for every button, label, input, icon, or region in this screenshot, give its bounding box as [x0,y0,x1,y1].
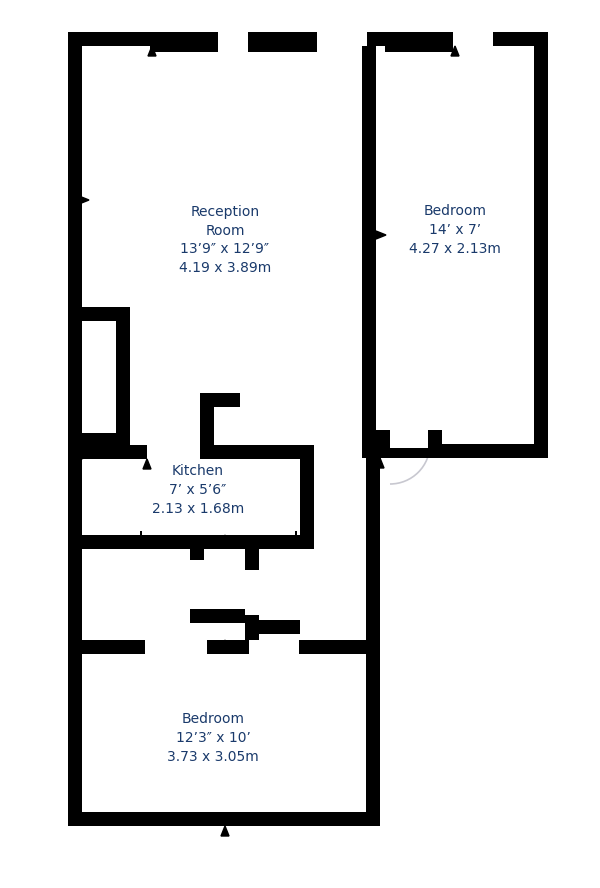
Bar [248,32,317,52]
Bar [317,32,367,46]
Bar [145,640,207,654]
Bar [82,535,314,549]
Bar [362,32,548,458]
Bar [68,32,380,826]
Bar [245,535,300,549]
Bar [385,32,453,52]
Bar [245,535,259,640]
Bar [190,609,245,623]
Bar [200,445,300,459]
Text: Kitchen
7’ x 5’6″
2.13 x 1.68m: Kitchen 7’ x 5’6″ 2.13 x 1.68m [152,464,244,516]
Bar [390,430,428,448]
Polygon shape [79,196,89,204]
Text: Bedroom
14’ x 7’
4.27 x 2.13m: Bedroom 14’ x 7’ 4.27 x 2.13m [409,204,501,256]
Bar [200,393,214,445]
Bar [366,46,376,444]
Bar [190,535,204,610]
Bar [295,531,297,539]
Polygon shape [221,535,229,545]
Polygon shape [221,640,229,650]
Bar [218,32,248,46]
Bar [190,560,204,610]
Text: Reception
Room
13’9″ x 12’9″
4.19 x 3.89m: Reception Room 13’9″ x 12’9″ 4.19 x 3.89… [179,204,271,275]
Polygon shape [79,452,89,460]
Text: Bedroom
12’3″ x 10’
3.73 x 3.05m: Bedroom 12’3″ x 10’ 3.73 x 3.05m [167,712,259,764]
Circle shape [123,708,187,772]
Bar [150,32,218,52]
Bar [376,430,390,448]
Circle shape [155,745,205,795]
Bar [190,535,245,549]
Bar [82,46,366,812]
Polygon shape [376,458,384,468]
Bar [245,620,300,634]
Bar [79,200,85,202]
Bar [200,393,240,407]
Polygon shape [221,826,229,836]
Polygon shape [148,46,156,56]
Bar [376,46,534,444]
Polygon shape [451,46,459,56]
Circle shape [313,328,357,372]
Bar [245,570,259,615]
Polygon shape [143,459,151,469]
Bar [82,445,147,459]
Bar [79,456,85,458]
Bar [459,450,461,458]
Polygon shape [376,231,386,239]
Bar [300,445,314,535]
Bar [453,32,493,46]
Bar [249,640,299,654]
Bar [140,531,142,539]
Circle shape [267,352,323,408]
Bar [82,640,366,654]
Bar [82,321,116,433]
Bar [68,307,130,447]
Bar [428,430,442,448]
